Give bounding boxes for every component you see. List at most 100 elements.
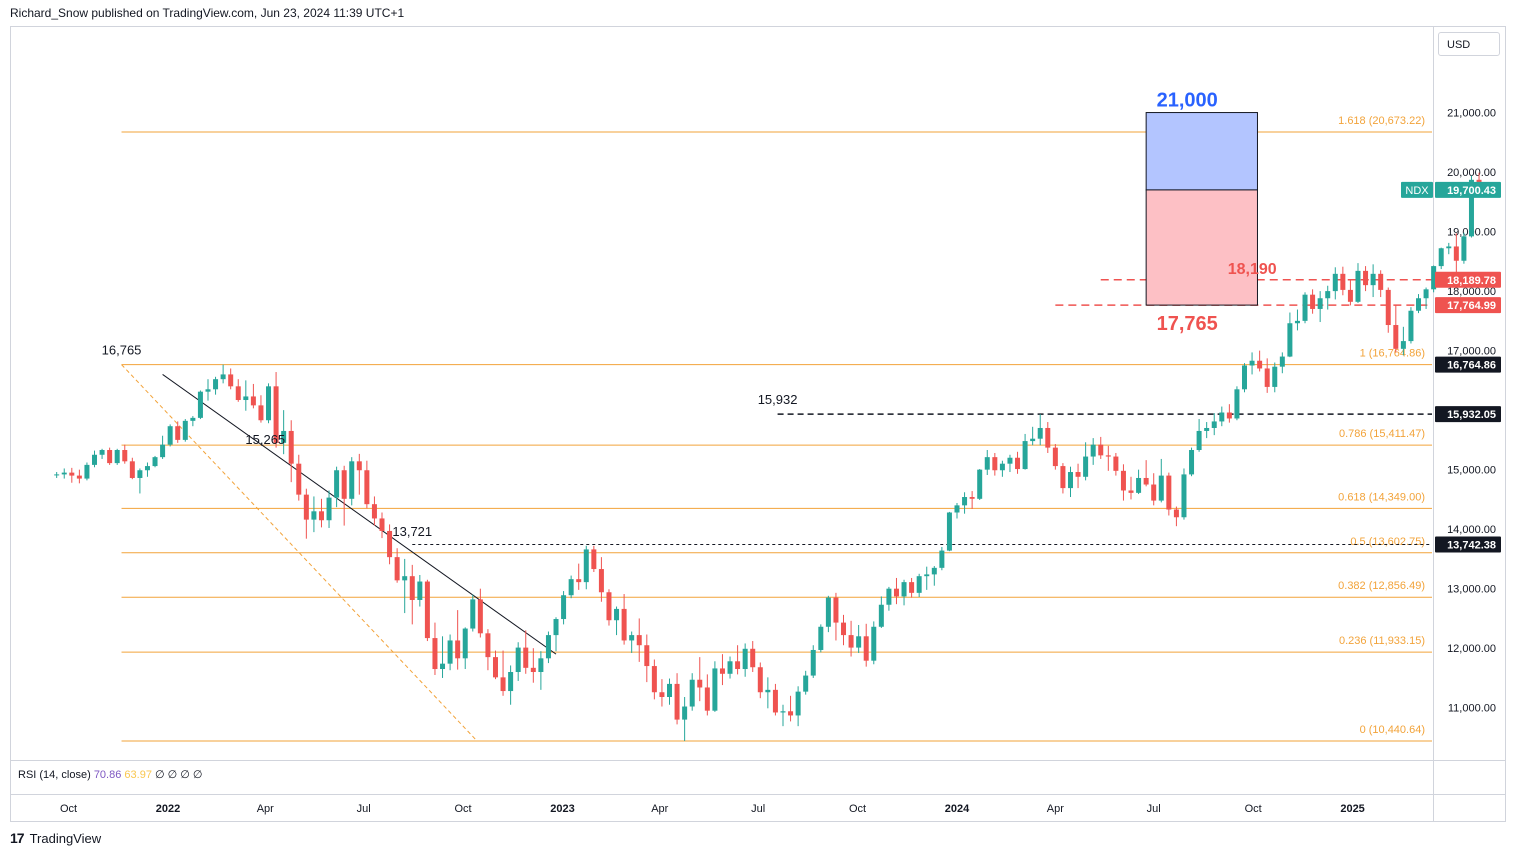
candle[interactable]: [356, 453, 362, 495]
candle[interactable]: [379, 512, 385, 539]
candle[interactable]: [281, 410, 287, 455]
candle[interactable]: [1090, 438, 1096, 465]
candle[interactable]: [697, 657, 703, 702]
rsi-legend[interactable]: RSI (14, close) 70.86 63.97 ∅ ∅ ∅ ∅: [18, 768, 203, 781]
candle[interactable]: [182, 419, 188, 442]
candle[interactable]: [1158, 458, 1164, 503]
candle[interactable]: [417, 574, 423, 607]
candle[interactable]: [833, 592, 839, 641]
candle[interactable]: [931, 566, 937, 586]
candle[interactable]: [803, 670, 809, 695]
candle[interactable]: [878, 596, 884, 628]
candle[interactable]: [1272, 362, 1278, 393]
candle[interactable]: [576, 563, 582, 590]
candle[interactable]: [1173, 506, 1179, 527]
candle[interactable]: [667, 678, 673, 705]
candle[interactable]: [719, 654, 725, 686]
tradingview-logo[interactable]: 17 TradingView: [10, 830, 101, 846]
candle[interactable]: [561, 591, 567, 625]
candle[interactable]: [1325, 285, 1331, 310]
candle[interactable]: [1355, 263, 1361, 304]
candle[interactable]: [1302, 292, 1308, 324]
candle[interactable]: [296, 454, 302, 501]
candle[interactable]: [1423, 287, 1429, 309]
candle[interactable]: [515, 642, 521, 681]
candle[interactable]: [1105, 445, 1111, 471]
candle[interactable]: [1363, 266, 1369, 292]
candle[interactable]: [1332, 267, 1338, 300]
candle[interactable]: [674, 673, 680, 725]
candle[interactable]: [712, 661, 718, 712]
candle[interactable]: [440, 636, 446, 678]
candle[interactable]: [1393, 305, 1399, 353]
candle[interactable]: [1294, 309, 1300, 331]
candle[interactable]: [530, 648, 536, 683]
candle[interactable]: [334, 466, 340, 508]
candle[interactable]: [250, 383, 256, 409]
candle[interactable]: [167, 424, 173, 447]
candle[interactable]: [424, 579, 430, 642]
candle[interactable]: [553, 617, 559, 652]
candle[interactable]: [152, 455, 158, 468]
candle[interactable]: [1226, 404, 1232, 423]
candle[interactable]: [1143, 460, 1149, 487]
candle[interactable]: [371, 496, 377, 526]
candle[interactable]: [1431, 265, 1437, 293]
candle[interactable]: [1098, 436, 1104, 459]
candle[interactable]: [909, 577, 915, 598]
candle[interactable]: [107, 447, 113, 465]
candle[interactable]: [1310, 289, 1316, 314]
candle[interactable]: [841, 614, 847, 646]
candle[interactable]: [1181, 468, 1187, 520]
candle[interactable]: [689, 673, 695, 711]
candle[interactable]: [1461, 232, 1467, 264]
candle[interactable]: [1438, 247, 1444, 270]
candle[interactable]: [235, 379, 241, 402]
candle[interactable]: [1241, 363, 1247, 393]
candle[interactable]: [810, 645, 816, 678]
candle[interactable]: [1347, 280, 1353, 306]
candle[interactable]: [364, 460, 370, 509]
candle[interactable]: [1022, 433, 1028, 470]
candle[interactable]: [636, 618, 642, 662]
candle[interactable]: [228, 368, 234, 390]
candle[interactable]: [129, 457, 135, 480]
candle[interactable]: [1113, 452, 1119, 476]
candle[interactable]: [939, 547, 945, 571]
candle[interactable]: [886, 586, 892, 611]
candle[interactable]: [977, 469, 983, 500]
candle[interactable]: [999, 460, 1005, 477]
candle[interactable]: [1030, 426, 1036, 446]
candle[interactable]: [946, 511, 952, 552]
candle[interactable]: [160, 435, 166, 459]
candle[interactable]: [818, 624, 824, 653]
candle[interactable]: [387, 524, 393, 565]
candle[interactable]: [1287, 312, 1293, 358]
candle[interactable]: [772, 683, 778, 716]
candle[interactable]: [1052, 444, 1058, 470]
candle[interactable]: [470, 594, 476, 632]
candle[interactable]: [856, 624, 862, 653]
candle[interactable]: [1196, 419, 1202, 452]
candle[interactable]: [205, 379, 211, 401]
candle[interactable]: [583, 545, 589, 590]
candle[interactable]: [1060, 463, 1066, 494]
candle[interactable]: [492, 650, 498, 680]
candle[interactable]: [508, 665, 514, 705]
candle[interactable]: [788, 695, 794, 722]
candle[interactable]: [462, 627, 468, 670]
candle[interactable]: [311, 496, 317, 533]
candle[interactable]: [538, 651, 544, 690]
candle[interactable]: [409, 564, 415, 625]
candle[interactable]: [1408, 307, 1414, 344]
candle[interactable]: [84, 462, 90, 481]
candle[interactable]: [69, 467, 75, 483]
candle[interactable]: [742, 643, 748, 677]
candle[interactable]: [1128, 476, 1134, 500]
candle[interactable]: [485, 629, 491, 671]
candle[interactable]: [144, 462, 150, 477]
candle[interactable]: [1378, 270, 1384, 298]
candle[interactable]: [916, 573, 922, 598]
candle[interactable]: [266, 383, 272, 424]
